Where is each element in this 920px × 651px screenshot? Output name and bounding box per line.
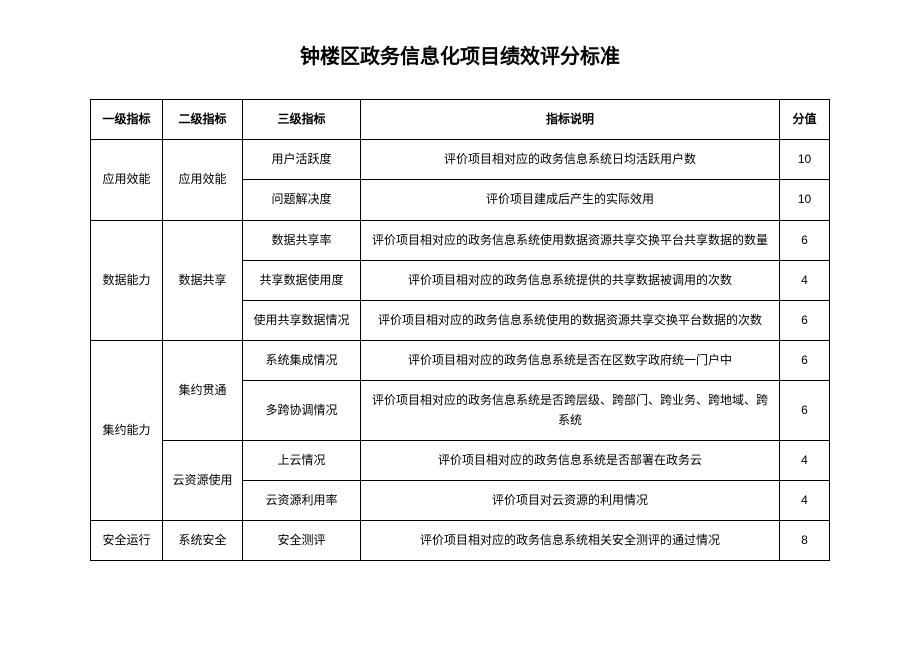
col-header-l3: 三级指标 xyxy=(243,100,361,140)
cell-score: 6 xyxy=(780,220,830,260)
table-row: 安全运行 系统安全 安全测评 评价项目相对应的政务信息系统相关安全测评的通过情况… xyxy=(91,521,830,561)
cell-score: 6 xyxy=(780,381,830,440)
cell-l2: 系统安全 xyxy=(163,521,243,561)
cell-l3: 问题解决度 xyxy=(243,180,361,220)
cell-l3: 数据共享率 xyxy=(243,220,361,260)
col-header-score: 分值 xyxy=(780,100,830,140)
col-header-desc: 指标说明 xyxy=(361,100,780,140)
cell-score: 6 xyxy=(780,300,830,340)
cell-l3: 共享数据使用度 xyxy=(243,260,361,300)
cell-l3: 安全测评 xyxy=(243,521,361,561)
cell-l3: 上云情况 xyxy=(243,440,361,480)
cell-l3: 云资源利用率 xyxy=(243,480,361,520)
cell-score: 4 xyxy=(780,260,830,300)
cell-desc: 评价项目相对应的政务信息系统相关安全测评的通过情况 xyxy=(361,521,780,561)
cell-l1: 集约能力 xyxy=(91,341,163,521)
cell-desc: 评价项目相对应的政务信息系统使用的数据资源共享交换平台数据的次数 xyxy=(361,300,780,340)
cell-l3: 多跨协调情况 xyxy=(243,381,361,440)
cell-l3: 使用共享数据情况 xyxy=(243,300,361,340)
cell-l2: 云资源使用 xyxy=(163,440,243,520)
cell-l3: 系统集成情况 xyxy=(243,341,361,381)
cell-desc: 评价项目相对应的政务信息系统是否部署在政务云 xyxy=(361,440,780,480)
cell-l2: 应用效能 xyxy=(163,140,243,220)
table-header-row: 一级指标 二级指标 三级指标 指标说明 分值 xyxy=(91,100,830,140)
table-row: 集约能力 集约贯通 系统集成情况 评价项目相对应的政务信息系统是否在区数字政府统… xyxy=(91,341,830,381)
cell-score: 8 xyxy=(780,521,830,561)
table-row: 数据能力 数据共享 数据共享率 评价项目相对应的政务信息系统使用数据资源共享交换… xyxy=(91,220,830,260)
table-row: 云资源使用 上云情况 评价项目相对应的政务信息系统是否部署在政务云 4 xyxy=(91,440,830,480)
scoring-table: 一级指标 二级指标 三级指标 指标说明 分值 应用效能 应用效能 用户活跃度 评… xyxy=(90,99,830,561)
cell-score: 10 xyxy=(780,180,830,220)
cell-score: 10 xyxy=(780,140,830,180)
table-row: 应用效能 应用效能 用户活跃度 评价项目相对应的政务信息系统日均活跃用户数 10 xyxy=(91,140,830,180)
cell-l1: 安全运行 xyxy=(91,521,163,561)
col-header-l2: 二级指标 xyxy=(163,100,243,140)
cell-l3: 用户活跃度 xyxy=(243,140,361,180)
cell-desc: 评价项目对云资源的利用情况 xyxy=(361,480,780,520)
cell-desc: 评价项目相对应的政务信息系统是否跨层级、跨部门、跨业务、跨地域、跨系统 xyxy=(361,381,780,440)
cell-desc: 评价项目建成后产生的实际效用 xyxy=(361,180,780,220)
col-header-l1: 一级指标 xyxy=(91,100,163,140)
cell-desc: 评价项目相对应的政务信息系统使用数据资源共享交换平台共享数据的数量 xyxy=(361,220,780,260)
cell-l2: 数据共享 xyxy=(163,220,243,341)
page-title: 钟楼区政务信息化项目绩效评分标准 xyxy=(90,40,830,69)
cell-desc: 评价项目相对应的政务信息系统是否在区数字政府统一门户中 xyxy=(361,341,780,381)
cell-score: 4 xyxy=(780,440,830,480)
cell-score: 4 xyxy=(780,480,830,520)
cell-l2: 集约贯通 xyxy=(163,341,243,441)
cell-l1: 数据能力 xyxy=(91,220,163,341)
cell-score: 6 xyxy=(780,341,830,381)
cell-desc: 评价项目相对应的政务信息系统日均活跃用户数 xyxy=(361,140,780,180)
cell-desc: 评价项目相对应的政务信息系统提供的共享数据被调用的次数 xyxy=(361,260,780,300)
cell-l1: 应用效能 xyxy=(91,140,163,220)
